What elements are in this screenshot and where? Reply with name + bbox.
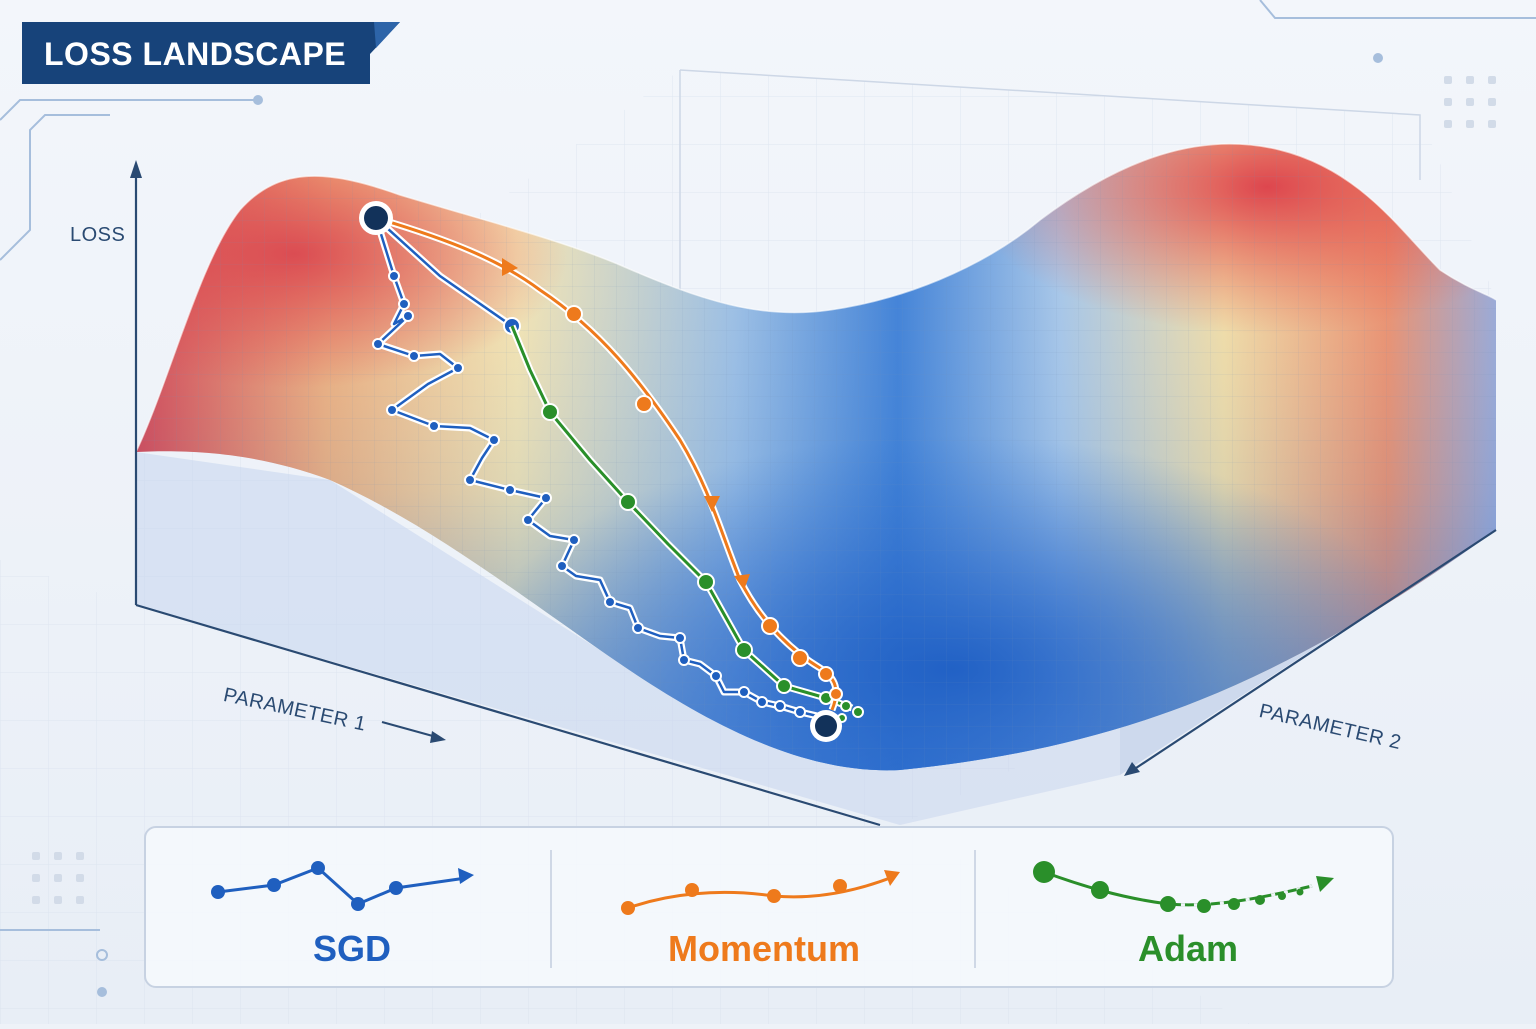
parameter-2-axis-line (1129, 529, 1497, 773)
sgd-path-icon (211, 861, 474, 911)
parameter-2-arrow-icon (1124, 762, 1140, 776)
axes (130, 160, 1497, 827)
legend-label-adam: Adam (1137, 928, 1239, 969)
legend-item-sgd: SGD (146, 828, 558, 986)
legend-label-momentum: Momentum (668, 928, 860, 969)
loss-axis-label: LOSS (70, 224, 126, 246)
start-point (359, 201, 393, 235)
end-point (810, 710, 842, 742)
momentum-path-icon (621, 870, 900, 915)
dot-grid-decoration (32, 76, 1496, 904)
trajectory-momentum (375, 214, 843, 712)
legend-divider (974, 850, 976, 968)
legend-label-sgd: SGD (312, 928, 391, 969)
circuit-decoration (0, 0, 1536, 997)
legend-divider (550, 850, 552, 968)
page-title: LOSS LANDSCAPE (44, 36, 347, 72)
title-badge: LOSS LANDSCAPE (22, 22, 400, 84)
parameter-1-arrow-icon (430, 731, 446, 743)
legend-item-momentum: Momentum (558, 828, 970, 986)
adam-path-icon (1033, 861, 1334, 913)
parameter-1-axis-line (135, 603, 881, 827)
legend-panel: SGD Momentum Adam (144, 826, 1394, 988)
loss-axis-arrow-icon (130, 160, 142, 178)
legend-item-adam: Adam (982, 828, 1394, 986)
parameter-1-arrow-line (381, 720, 441, 740)
trajectory-sgd (372, 215, 827, 722)
